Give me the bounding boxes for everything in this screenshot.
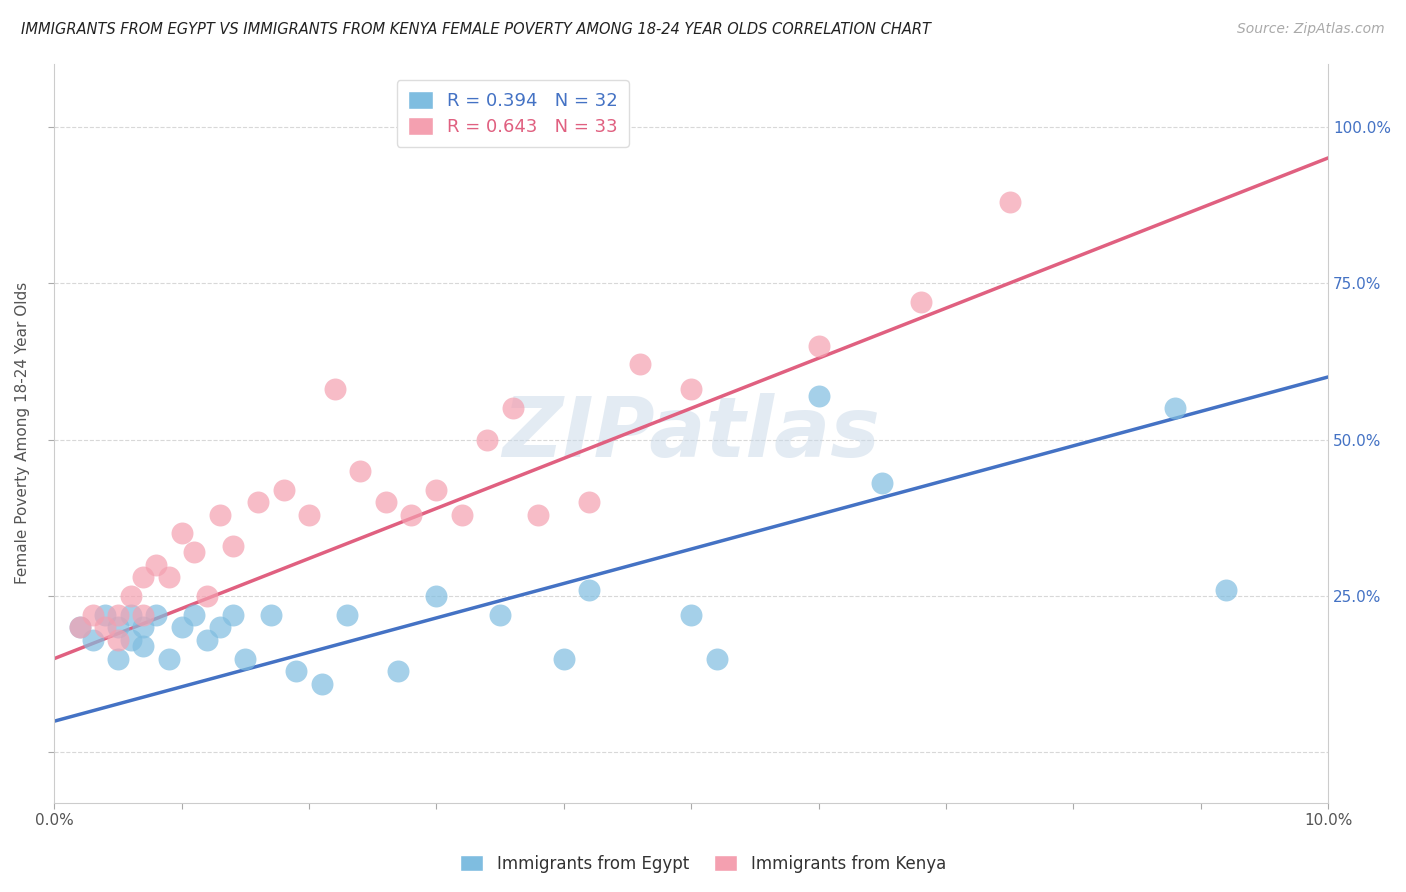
Point xyxy=(285,664,308,678)
Point xyxy=(195,632,218,647)
Point xyxy=(553,651,575,665)
Point xyxy=(157,570,180,584)
Point xyxy=(132,620,155,634)
Point xyxy=(399,508,422,522)
Point xyxy=(82,632,104,647)
Point xyxy=(94,607,117,622)
Point xyxy=(235,651,257,665)
Point xyxy=(425,483,447,497)
Point xyxy=(221,539,243,553)
Point xyxy=(183,545,205,559)
Point xyxy=(451,508,474,522)
Point xyxy=(489,607,512,622)
Point xyxy=(1215,582,1237,597)
Point xyxy=(527,508,550,522)
Point xyxy=(208,508,231,522)
Point xyxy=(145,607,167,622)
Point xyxy=(132,639,155,653)
Point xyxy=(374,495,396,509)
Point xyxy=(132,570,155,584)
Point xyxy=(477,433,499,447)
Point xyxy=(107,651,129,665)
Point xyxy=(706,651,728,665)
Point xyxy=(910,294,932,309)
Point xyxy=(323,383,346,397)
Point xyxy=(195,589,218,603)
Text: ZIPatlas: ZIPatlas xyxy=(502,392,880,474)
Point xyxy=(247,495,270,509)
Text: Source: ZipAtlas.com: Source: ZipAtlas.com xyxy=(1237,22,1385,37)
Point xyxy=(273,483,295,497)
Point xyxy=(120,589,142,603)
Point xyxy=(170,526,193,541)
Point xyxy=(82,607,104,622)
Point xyxy=(145,558,167,572)
Point xyxy=(120,607,142,622)
Point xyxy=(298,508,321,522)
Point xyxy=(681,383,703,397)
Point xyxy=(807,389,830,403)
Legend: R = 0.394   N = 32, R = 0.643   N = 33: R = 0.394 N = 32, R = 0.643 N = 33 xyxy=(396,80,628,147)
Point xyxy=(425,589,447,603)
Point xyxy=(872,476,894,491)
Point xyxy=(349,464,371,478)
Point xyxy=(260,607,283,622)
Point xyxy=(120,632,142,647)
Point xyxy=(183,607,205,622)
Point xyxy=(387,664,409,678)
Point xyxy=(94,620,117,634)
Legend: Immigrants from Egypt, Immigrants from Kenya: Immigrants from Egypt, Immigrants from K… xyxy=(453,848,953,880)
Point xyxy=(170,620,193,634)
Point xyxy=(998,194,1021,209)
Y-axis label: Female Poverty Among 18-24 Year Olds: Female Poverty Among 18-24 Year Olds xyxy=(15,282,30,584)
Point xyxy=(208,620,231,634)
Point xyxy=(578,582,600,597)
Point xyxy=(1164,401,1187,416)
Point xyxy=(69,620,91,634)
Point xyxy=(107,607,129,622)
Point xyxy=(107,632,129,647)
Text: IMMIGRANTS FROM EGYPT VS IMMIGRANTS FROM KENYA FEMALE POVERTY AMONG 18-24 YEAR O: IMMIGRANTS FROM EGYPT VS IMMIGRANTS FROM… xyxy=(21,22,931,37)
Point xyxy=(502,401,524,416)
Point xyxy=(311,676,333,690)
Point xyxy=(157,651,180,665)
Point xyxy=(107,620,129,634)
Point xyxy=(628,358,651,372)
Point xyxy=(221,607,243,622)
Point xyxy=(807,339,830,353)
Point xyxy=(578,495,600,509)
Point xyxy=(132,607,155,622)
Point xyxy=(69,620,91,634)
Point xyxy=(336,607,359,622)
Point xyxy=(681,607,703,622)
